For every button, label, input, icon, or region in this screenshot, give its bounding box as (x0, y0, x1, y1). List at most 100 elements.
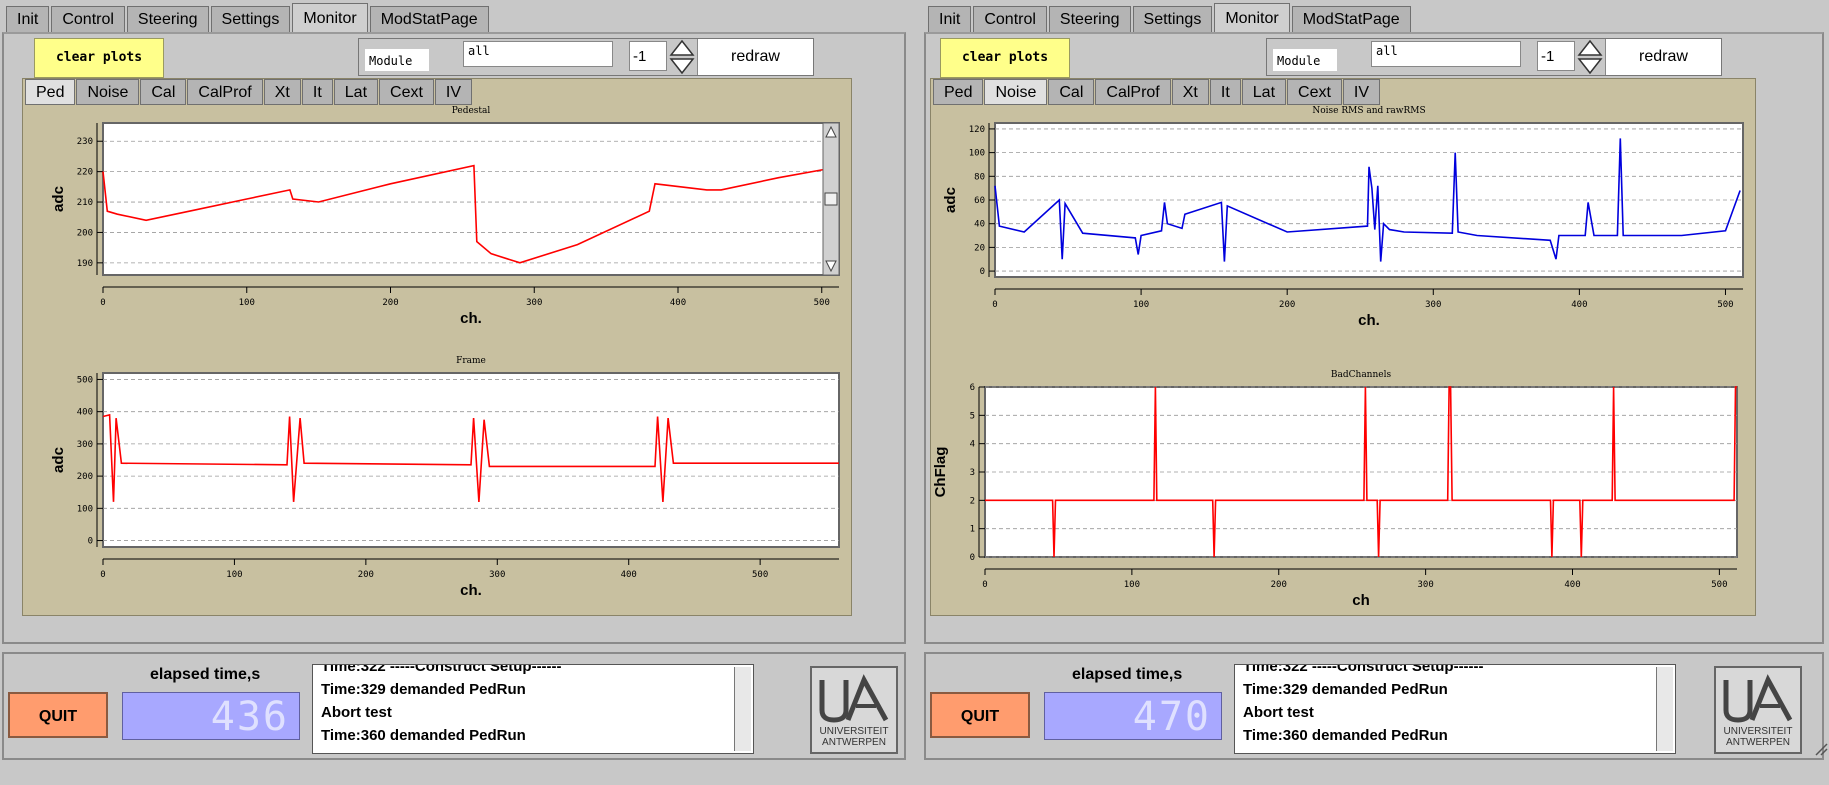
quit-button[interactable]: QUIT (930, 692, 1030, 738)
elapsed-label: elapsed time,s (1072, 666, 1183, 683)
subtab-ped[interactable]: Ped (933, 79, 984, 105)
y-tick-label: 20 (974, 243, 985, 253)
y-tick-label: 220 (77, 168, 93, 178)
y-tick-label: 0 (88, 537, 93, 547)
elapsed-label: elapsed time,s (150, 666, 261, 683)
log-scrollbar[interactable] (734, 667, 751, 751)
subtab-cal[interactable]: Cal (140, 79, 187, 105)
y-axis-label: ChFlag (932, 447, 949, 498)
tab-init[interactable]: Init (928, 6, 972, 32)
y-tick-label: 200 (77, 228, 93, 238)
monitor-panel-left: Init Control Steering Settings Monitor M… (0, 0, 908, 770)
logo-line2: ANTWERPEN (1726, 737, 1790, 748)
subtab-calprof[interactable]: CalProf (187, 79, 263, 105)
subtab-iv[interactable]: IV (1342, 79, 1381, 105)
log-line: Time:360 demanded PedRun (1243, 727, 1448, 744)
subtab-cext[interactable]: Cext (1287, 79, 1342, 105)
tab-control[interactable]: Control (51, 6, 125, 32)
subtab-it[interactable]: It (1209, 79, 1241, 105)
x-tick-label: 100 (1124, 580, 1140, 590)
module-spin-value[interactable]: -1 (629, 41, 667, 71)
log-box[interactable]: Time:322 -----Construct Setup------ Time… (1234, 664, 1676, 754)
module-input[interactable]: all (1371, 41, 1521, 67)
x-tick-label: 200 (1271, 580, 1287, 590)
series-line (985, 386, 1737, 558)
y-tick-label: 100 (969, 149, 985, 159)
logo-line1: UNIVERSITEIT (819, 726, 889, 737)
module-label: Module (1273, 49, 1337, 71)
subtab-lat[interactable]: Lat (1241, 79, 1287, 105)
spin-arrows-icon[interactable] (1577, 39, 1603, 75)
tab-steering[interactable]: Steering (126, 6, 209, 32)
x-tick-label: 500 (1717, 300, 1733, 310)
tab-control[interactable]: Control (973, 6, 1047, 32)
resize-grip-icon[interactable] (1812, 740, 1828, 756)
scroll-thumb (824, 192, 838, 206)
tab-init[interactable]: Init (6, 6, 50, 32)
module-label: Module (365, 49, 429, 71)
y-axis-label: adc (942, 187, 959, 213)
redraw-button[interactable]: redraw (1605, 39, 1721, 75)
module-input[interactable]: all (463, 41, 613, 67)
log-line: Time:329 demanded PedRun (321, 681, 526, 698)
y-tick-label: 3 (970, 468, 975, 478)
chart-title: Pedestal (452, 106, 491, 116)
log-line: Time:322 -----Construct Setup------ (321, 664, 562, 675)
subtab-cext[interactable]: Cext (379, 79, 434, 105)
tab-settings[interactable]: Settings (1132, 6, 1213, 32)
y-tick-label: 6 (970, 383, 975, 393)
subtab-cal[interactable]: Cal (1048, 79, 1095, 105)
log-line: Time:329 demanded PedRun (1243, 681, 1448, 698)
logo-line1: UNIVERSITEIT (1723, 726, 1793, 737)
y-tick-label: 0 (980, 267, 985, 277)
subtab-xt[interactable]: Xt (1171, 79, 1209, 105)
subtab-lat[interactable]: Lat (333, 79, 379, 105)
plot-subtabbar: Ped Noise Cal CalProf Xt It Lat Cext IV (933, 79, 1381, 105)
tab-modstatpage[interactable]: ModStatPage (369, 6, 489, 32)
quit-button[interactable]: QUIT (8, 692, 108, 738)
x-tick-label: 0 (100, 298, 105, 308)
subtab-xt[interactable]: Xt (263, 79, 301, 105)
log-scrollbar[interactable] (1656, 667, 1673, 751)
x-tick-label: 300 (1417, 580, 1433, 590)
module-spin-value[interactable]: -1 (1537, 41, 1575, 71)
x-tick-label: 400 (670, 298, 686, 308)
main-tabbar: Init Control Steering Settings Monitor M… (928, 3, 1413, 34)
x-tick-label: 400 (1564, 580, 1580, 590)
plots-canvas: Pedestal 190 200 210 220 230 0 100 200 300 400 500 c… (50, 106, 840, 599)
x-tick-label: 300 (489, 570, 505, 580)
tab-settings[interactable]: Settings (210, 6, 291, 32)
x-tick-label: 100 (239, 298, 255, 308)
redraw-button[interactable]: redraw (697, 39, 813, 75)
subtab-noise[interactable]: Noise (984, 79, 1048, 105)
clear-plots-button[interactable]: clear plots (34, 38, 164, 78)
module-selector: Module all -1 redraw (1266, 38, 1722, 76)
subtab-iv[interactable]: IV (434, 79, 473, 105)
y-tick-label: 60 (974, 196, 985, 206)
chart-title: Noise RMS and rawRMS (1312, 106, 1425, 116)
plot-area: Ped Noise Cal CalProf Xt It Lat Cext IV … (930, 78, 1756, 616)
tab-monitor[interactable]: Monitor (292, 3, 368, 34)
y-tick-label: 4 (970, 440, 975, 450)
status-box: QUIT elapsed time,s 436 Time:322 -----Co… (2, 652, 906, 760)
x-tick-label: 200 (1279, 300, 1295, 310)
tab-modstatpage[interactable]: ModStatPage (1291, 6, 1411, 32)
log-box[interactable]: Time:322 -----Construct Setup------ Time… (312, 664, 754, 754)
series-line (102, 164, 830, 264)
tab-steering[interactable]: Steering (1048, 6, 1131, 32)
y-tick-label: 40 (974, 220, 985, 230)
y-tick-label: 2 (970, 496, 975, 506)
subtab-ped[interactable]: Ped (25, 79, 76, 105)
clear-plots-button[interactable]: clear plots (940, 38, 1070, 78)
monitor-main-box: clear plots Module all -1 redraw Ped Noi… (924, 32, 1824, 644)
y-tick-label: 5 (970, 411, 975, 421)
spin-arrows-icon[interactable] (669, 39, 695, 75)
subtab-calprof[interactable]: CalProf (1095, 79, 1171, 105)
scroll-down-icon (825, 260, 837, 273)
subtab-noise[interactable]: Noise (76, 79, 140, 105)
elapsed-time-display: 436 (122, 692, 300, 740)
x-tick-label: 200 (382, 298, 398, 308)
x-tick-label: 500 (752, 570, 768, 580)
subtab-it[interactable]: It (301, 79, 333, 105)
tab-monitor[interactable]: Monitor (1214, 3, 1290, 34)
